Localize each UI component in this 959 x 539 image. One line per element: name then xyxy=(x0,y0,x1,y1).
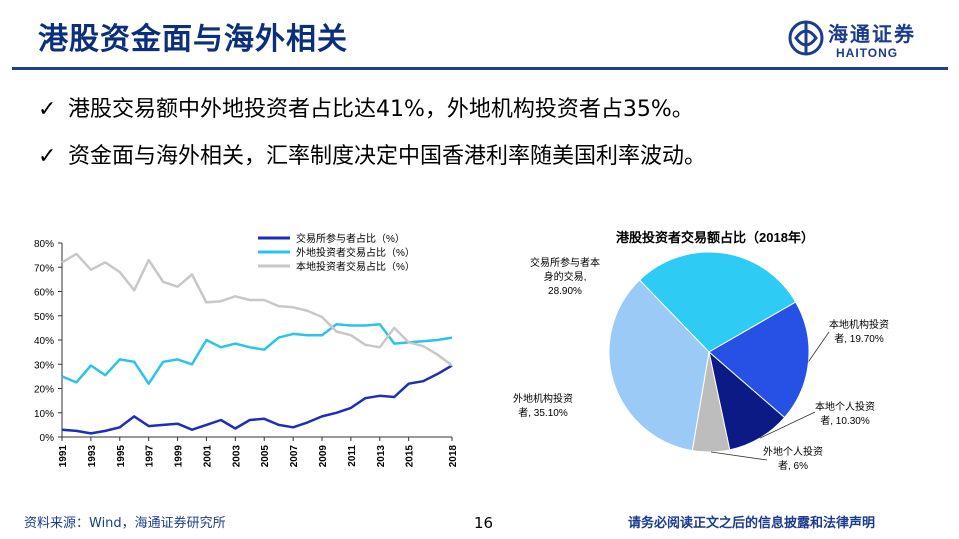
y-tick-label: 30% xyxy=(34,360,54,371)
x-tick-label: 2009 xyxy=(318,445,329,468)
bullet-item: ✓ 港股交易额中外地投资者占比达41%，外地机构投资者占35%。 xyxy=(38,91,694,123)
x-tick-label: 2011 xyxy=(347,445,358,467)
x-tick-label: 2018 xyxy=(448,445,459,468)
x-tick-label: 1991 xyxy=(58,445,69,468)
pie-leader-line xyxy=(808,331,830,362)
x-tick-label: 1995 xyxy=(116,445,127,468)
legend-label: 本地投资者交易占比（%） xyxy=(296,260,415,273)
pie-slice-1 xyxy=(708,301,810,419)
y-tick-label: 80% xyxy=(34,239,54,250)
pie-chart: 港股投资者交易额占比（2018年） 交易所参与者本身的交易, 28.90% 本地机构… xyxy=(513,230,889,472)
x-tick-label: 2003 xyxy=(231,445,242,468)
x-tick-label: 1993 xyxy=(87,445,98,468)
x-tick-label: 1999 xyxy=(174,445,185,468)
x-tick-label: 2005 xyxy=(260,445,271,468)
slide-title: 港股资金面与海外相关 xyxy=(38,22,348,57)
source-note: 资料来源：Wind，海通证券研究所 xyxy=(24,516,226,531)
x-tick-label: 2013 xyxy=(376,445,387,468)
x-tick-label: 2007 xyxy=(289,445,300,468)
pie-slice-label: 外地个人投资者, 6% xyxy=(763,445,823,472)
y-tick-label: 40% xyxy=(34,336,54,347)
x-tick-label: 2001 xyxy=(202,445,213,468)
series-line-1 xyxy=(61,322,453,385)
checkmark-icon: ✓ xyxy=(38,144,57,169)
pie-slice-4 xyxy=(608,279,710,452)
series-line-2 xyxy=(61,252,453,367)
series-line-0 xyxy=(61,364,453,435)
x-tick-label: 1997 xyxy=(145,445,156,468)
disclaimer-link[interactable]: 请务必阅读正文之后的信息披露和法律声明 xyxy=(628,516,876,531)
logo-text-en: HAITONG xyxy=(836,46,899,60)
pie-chart-title: 港股投资者交易额占比（2018年） xyxy=(616,230,814,245)
legend-label: 交易所参与者占比（%） xyxy=(296,232,405,245)
bullet-text: 资金面与海外相关，汇率制度决定中国香港利率随美国利率波动。 xyxy=(68,144,707,169)
pie-slice-label: 交易所参与者本身的交易, 28.90% xyxy=(530,256,600,297)
y-tick-label: 70% xyxy=(34,263,54,274)
legend-label: 外地投资者交易占比（%） xyxy=(296,246,415,259)
y-tick-label: 10% xyxy=(34,409,54,420)
y-tick-label: 50% xyxy=(34,312,54,323)
checkmark-icon: ✓ xyxy=(38,97,57,122)
bullet-item: ✓ 资金面与海外相关，汇率制度决定中国香港利率随美国利率波动。 xyxy=(38,138,706,170)
page-number: 16 xyxy=(474,514,494,532)
y-tick-label: 0% xyxy=(40,433,55,444)
pie-slice-label: 本地个人投资者, 10.30% xyxy=(815,400,875,427)
pie-slice-0 xyxy=(638,251,797,353)
pie-slice-label: 外地机构投资者, 35.10% xyxy=(513,392,573,419)
bullet-text: 港股交易额中外地投资者占比达41%，外地机构投资者占35%。 xyxy=(68,97,694,122)
pie-leader-line xyxy=(759,411,816,439)
company-logo: 海通证券 HAITONG xyxy=(788,18,938,66)
logo-emblem-icon xyxy=(788,20,824,56)
x-tick-label: 2015 xyxy=(405,445,416,468)
pie-leader-line xyxy=(710,451,768,461)
y-tick-label: 60% xyxy=(34,288,54,299)
y-tick-label: 20% xyxy=(34,385,54,396)
logo-text-cn: 海通证券 xyxy=(828,22,916,46)
line-chart: 0% 10% 20% 30% 40% 50% 60% 70% 80% 1991 1993 1995 19… xyxy=(34,232,459,468)
pie-slice-label: 本地机构投资者, 19.70% xyxy=(829,318,889,345)
title-divider xyxy=(12,67,948,70)
